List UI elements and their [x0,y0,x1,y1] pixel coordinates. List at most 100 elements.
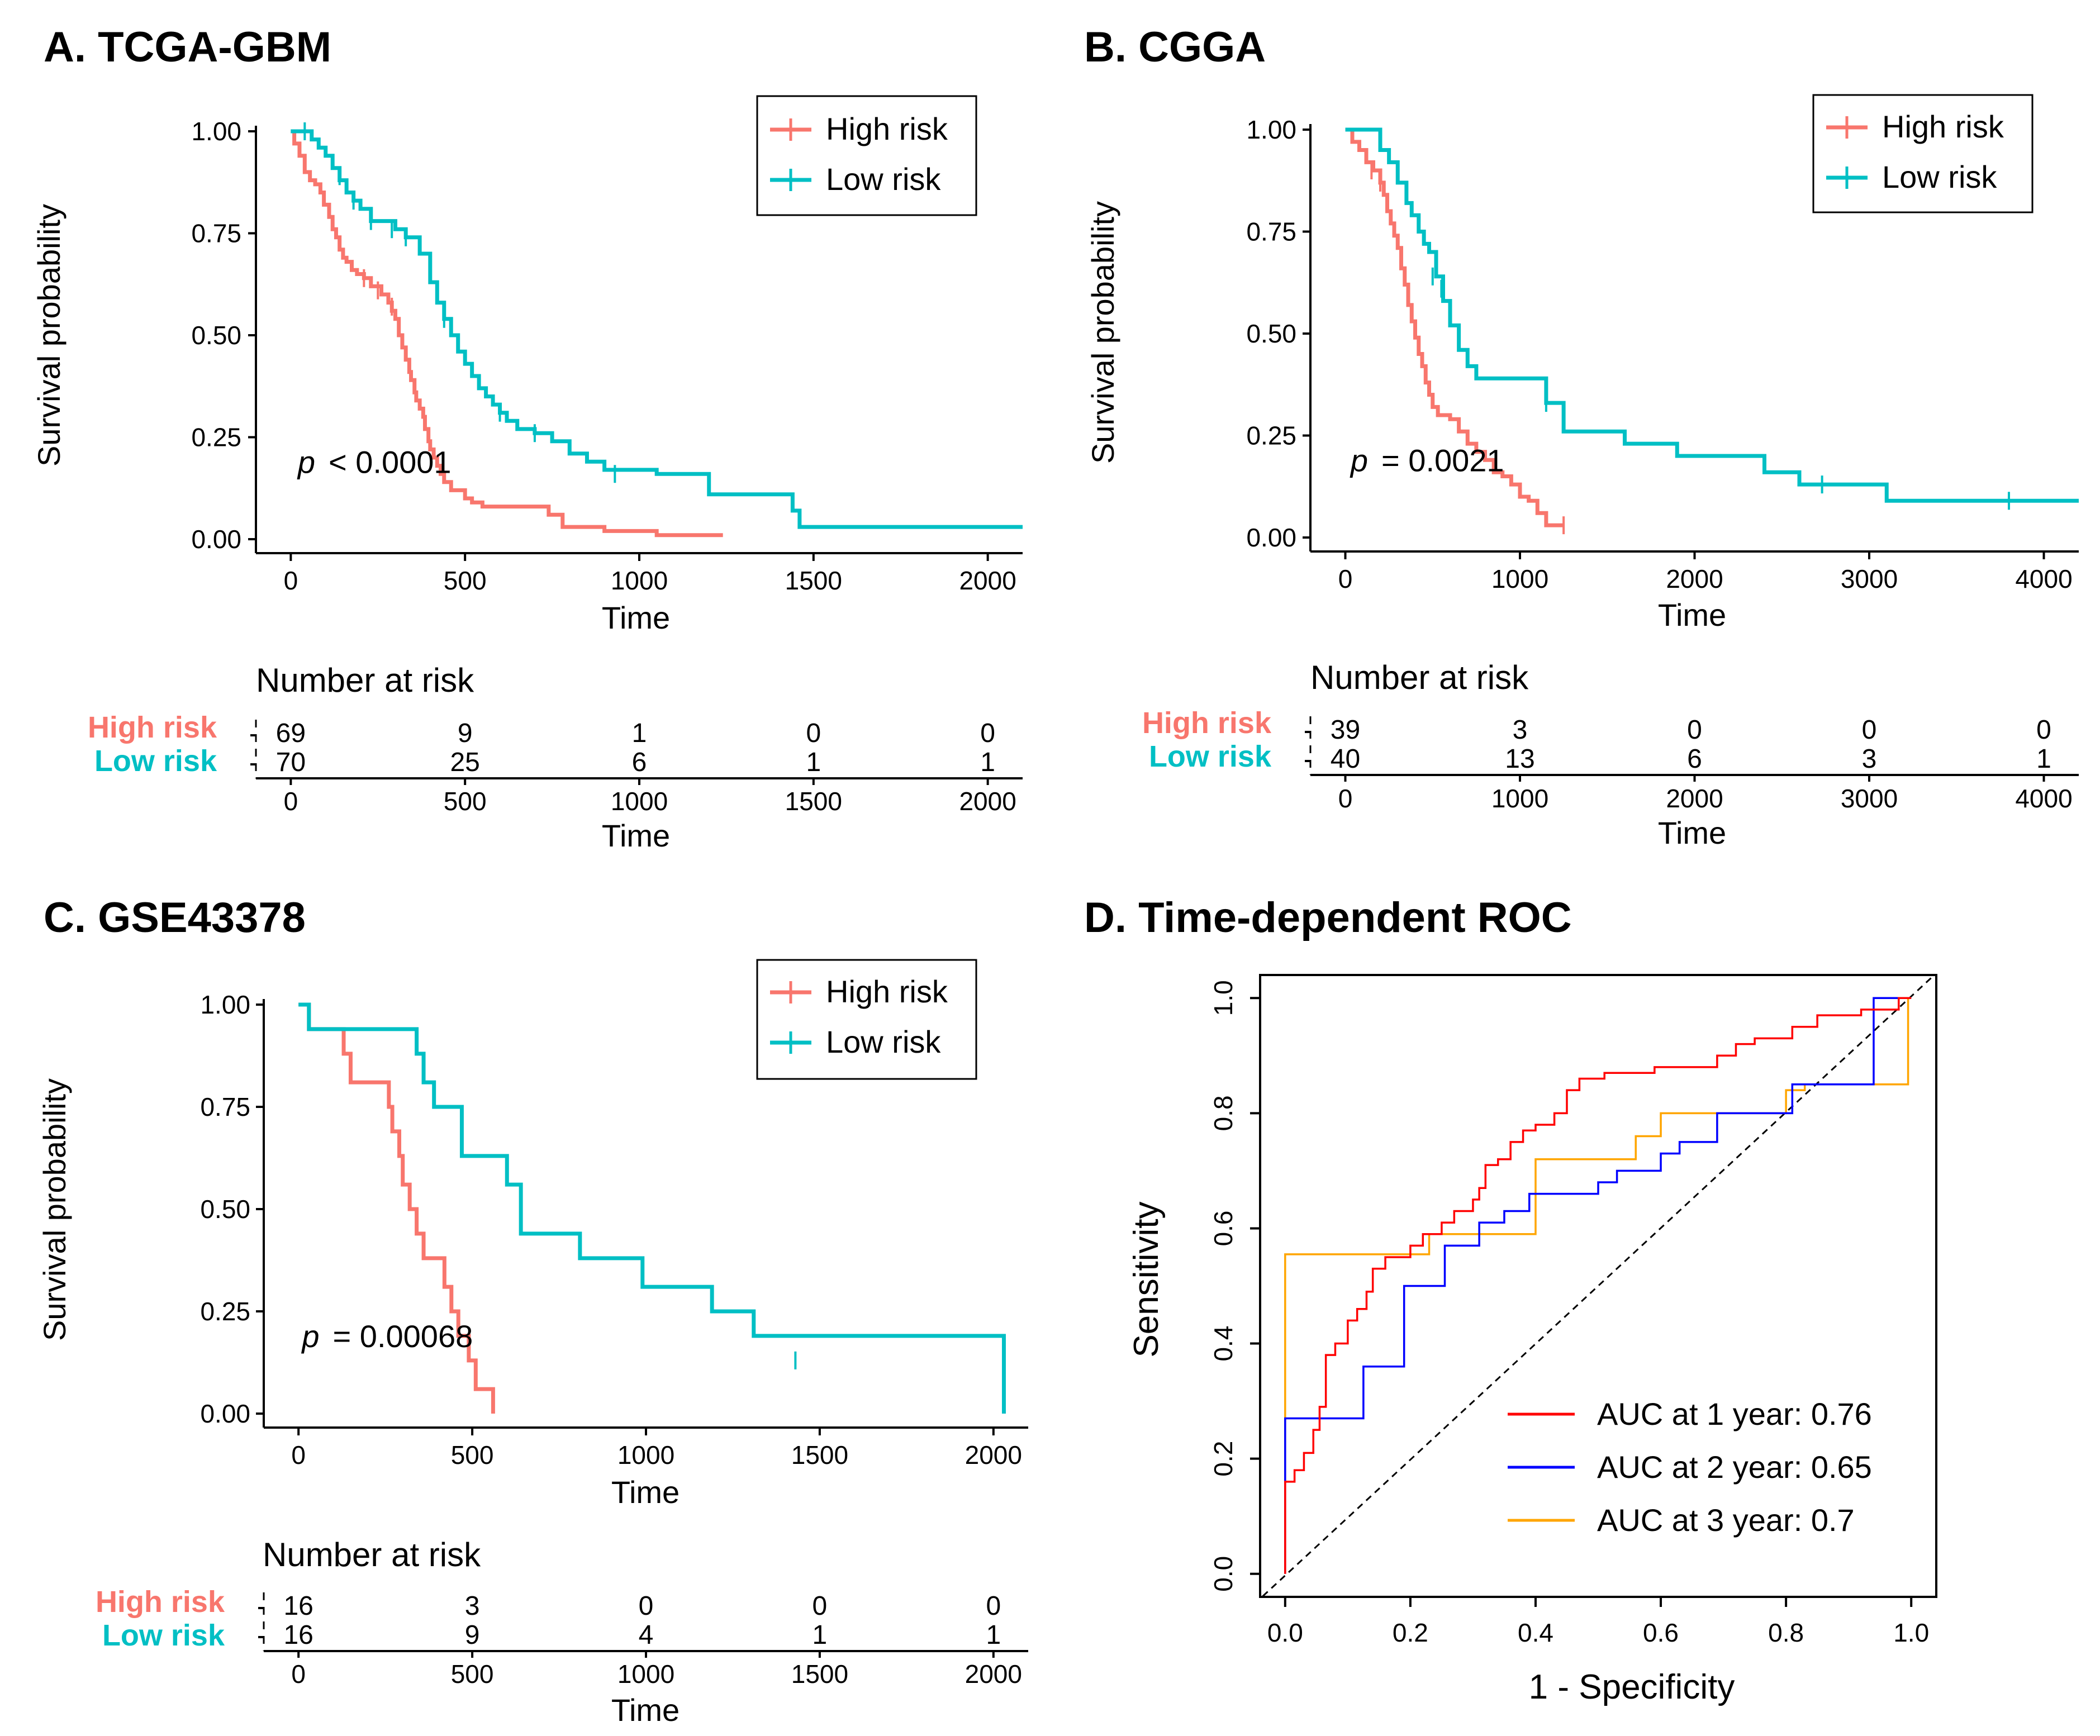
panel-d-x-axis-label: 1 - Specificity [1529,1668,1735,1706]
panel-b-legend: High risk Low risk [1812,94,2034,213]
x-tick-label: 0.0 [1267,1618,1303,1647]
risk-count: 3 [1513,715,1528,745]
x-tick-label: 2000 [1666,564,1723,593]
panel-d-legend-auc1: AUC at 1 year: 0.76 [1597,1396,1872,1431]
risk-x-tick-label: 4000 [2015,784,2072,813]
risk-x-tick-label: 0 [1338,784,1353,813]
panel-c-risk-x-axis-label: Time [611,1692,680,1728]
risk-count: 70 [276,748,306,777]
panel-b-legend-high-risk: High risk [1882,109,2004,144]
y-tick-label: 0.25 [200,1297,250,1326]
panel-a-tcga-gbm: A. TCGA-GBM Survival probability Time 0.… [31,23,1023,853]
panel-c-risk-group-high: High risk [96,1585,225,1619]
risk-count: 3 [1862,744,1877,774]
risk-x-tick-label: 500 [444,787,487,816]
x-tick-label: 3000 [1841,564,1898,593]
y-tick-label: 1.0 [1209,980,1238,1016]
x-tick-label: 1.0 [1893,1618,1929,1647]
y-tick-label: 0.75 [1246,217,1296,246]
y-tick-label: 1.00 [1246,115,1296,144]
panel-b-title: B. CGGA [1084,23,1266,71]
x-tick-label: 0.8 [1768,1618,1804,1647]
risk-count: 0 [1687,715,1702,745]
risk-x-tick-label: 0 [291,1659,306,1689]
y-tick-label: 0.25 [1246,421,1296,450]
km-curve-high-risk [291,129,723,538]
panel-c-x-axis-label: Time [611,1475,680,1510]
panel-c-legend: High risk Low risk [756,959,977,1080]
y-tick-label: 0.00 [1246,523,1296,552]
km-curve-low-risk [291,129,1023,529]
y-tick-label: 0.8 [1209,1095,1238,1131]
panel-d-legend-auc3: AUC at 3 year: 0.7 [1597,1502,1855,1538]
y-tick-label: 0.4 [1209,1326,1238,1362]
risk-count: 0 [639,1591,654,1621]
risk-count: 69 [276,719,306,748]
risk-count: 1 [2036,744,2051,774]
panel-c-legend-high-risk: High risk [826,974,948,1009]
x-tick-label: 1000 [611,566,668,595]
panel-d-y-axis-label: Sensitivity [1127,1201,1166,1357]
panel-b-risk-table-title: Number at risk [1310,659,1529,696]
p-value-text: = 0.00068 [333,1319,473,1354]
panel-a-title: A. TCGA-GBM [44,23,331,71]
panel-a-plot-area: 0.00 0.25 0.50 0.75 1.00 0 500 1000 1500 2000 p < 0… [191,117,1023,595]
x-tick-label: 500 [444,566,487,595]
panel-c-title: C. GSE43378 [44,894,306,941]
panel-a-y-axis-label: Survival probability [31,204,66,467]
p-value-label: p = 0.0021 [1350,443,1504,478]
risk-x-tick-label: 1500 [785,787,842,816]
panel-a-legend-high-risk: High risk [826,111,948,146]
x-tick-label: 1500 [785,566,842,595]
risk-x-tick-label: 1000 [1491,784,1548,813]
risk-x-tick-label: 0 [284,787,298,816]
risk-count: 13 [1505,744,1534,774]
panel-c-legend-low-risk: Low risk [826,1024,941,1059]
risk-count: 16 [283,1620,313,1650]
x-tick-label: 2000 [959,566,1016,595]
panel-b-risk-group-low: Low risk [1149,740,1272,773]
risk-count: 0 [986,1591,1001,1621]
km-curve-low-risk [1345,127,2079,503]
panel-c-plot-area: 0.00 0.25 0.50 0.75 1.00 0 500 1000 1500 2000 p = 0… [200,990,1028,1469]
risk-count: 4 [639,1620,654,1650]
x-tick-label: 0.6 [1643,1618,1679,1647]
risk-x-tick-label: 1000 [611,787,668,816]
risk-x-tick-label: 3000 [1841,784,1898,813]
panel-b-plot-area: 0.00 0.25 0.50 0.75 1.00 0 1000 2000 3000 4000 p = … [1246,115,2079,593]
risk-count: 39 [1331,715,1360,745]
panel-a-legend: High risk Low risk [756,95,977,216]
panel-b-risk-x-axis-label: Time [1658,815,1726,850]
risk-count: 16 [283,1591,313,1621]
risk-count: 0 [813,1591,828,1621]
roc-plot-frame [1259,974,1937,1598]
panel-d-legend-auc2: AUC at 2 year: 0.65 [1597,1449,1872,1485]
y-tick-label: 0.50 [191,321,241,350]
y-tick-label: 0.50 [1246,319,1296,348]
panel-c-gse43378: C. GSE43378 Survival probability Time 0.… [37,894,1028,1728]
panel-d-time-dependent-roc: D. Time-dependent ROC Sensitivity 1 - Sp… [1084,894,1937,1706]
panel-b-risk-table: Number at risk High risk Low risk 394003… [1142,659,2079,850]
risk-count: 1 [986,1620,1001,1650]
p-value-label: p = 0.00068 [301,1319,473,1354]
panel-a-x-axis-label: Time [602,600,670,635]
p-value-symbol: p [297,444,315,479]
x-tick-label: 0.4 [1518,1618,1553,1647]
panel-a-risk-group-high: High risk [88,711,217,744]
y-tick-label: 0.0 [1209,1556,1238,1592]
panel-d-plot-area: 0.0 0.2 0.4 0.6 0.8 1.0 0.0 0.2 0.4 0.6 0.8 1.0 [1209,974,1937,1647]
risk-x-tick-label: 1500 [791,1659,848,1689]
risk-count: 0 [2036,715,2051,745]
y-tick-label: 0.00 [200,1399,250,1428]
risk-count: 0 [806,719,821,748]
roc-curve-2-year [1284,997,1912,1574]
y-tick-label: 0.6 [1209,1210,1238,1246]
risk-count: 0 [980,719,995,748]
panel-c-risk-table-title: Number at risk [263,1536,481,1573]
y-tick-label: 1.00 [191,117,241,146]
